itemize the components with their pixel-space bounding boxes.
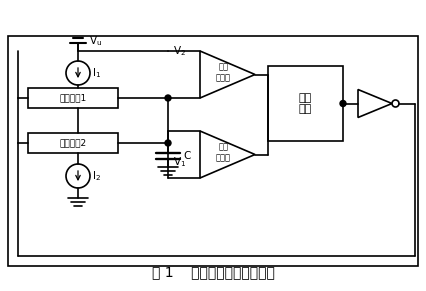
Text: $\mathrm{V_u}$: $\mathrm{V_u}$ — [89, 34, 102, 48]
Text: 控制
部分: 控制 部分 — [298, 93, 311, 114]
Text: $\mathrm{V_1}$: $\mathrm{V_1}$ — [173, 155, 186, 169]
Text: C: C — [183, 151, 190, 161]
Circle shape — [164, 95, 170, 101]
Bar — [28, 133, 118, 153]
Circle shape — [339, 100, 345, 107]
Text: 可控开关1: 可控开关1 — [59, 93, 86, 102]
Bar — [28, 88, 118, 108]
Text: $\mathrm{I_2}$: $\mathrm{I_2}$ — [92, 169, 101, 183]
Text: 高位
比较器: 高位 比较器 — [216, 63, 230, 82]
Text: 低位
比较器: 低位 比较器 — [216, 143, 230, 162]
Text: 图 1    驰张振荡器的结构框图: 图 1 驰张振荡器的结构框图 — [151, 265, 274, 279]
Text: $\mathrm{V_2}$: $\mathrm{V_2}$ — [173, 44, 186, 58]
Text: $\mathrm{I_1}$: $\mathrm{I_1}$ — [92, 66, 101, 80]
Text: 可控开关2: 可控开关2 — [59, 139, 86, 148]
Bar — [8, 36, 417, 266]
Circle shape — [164, 140, 170, 146]
Bar — [268, 66, 342, 141]
